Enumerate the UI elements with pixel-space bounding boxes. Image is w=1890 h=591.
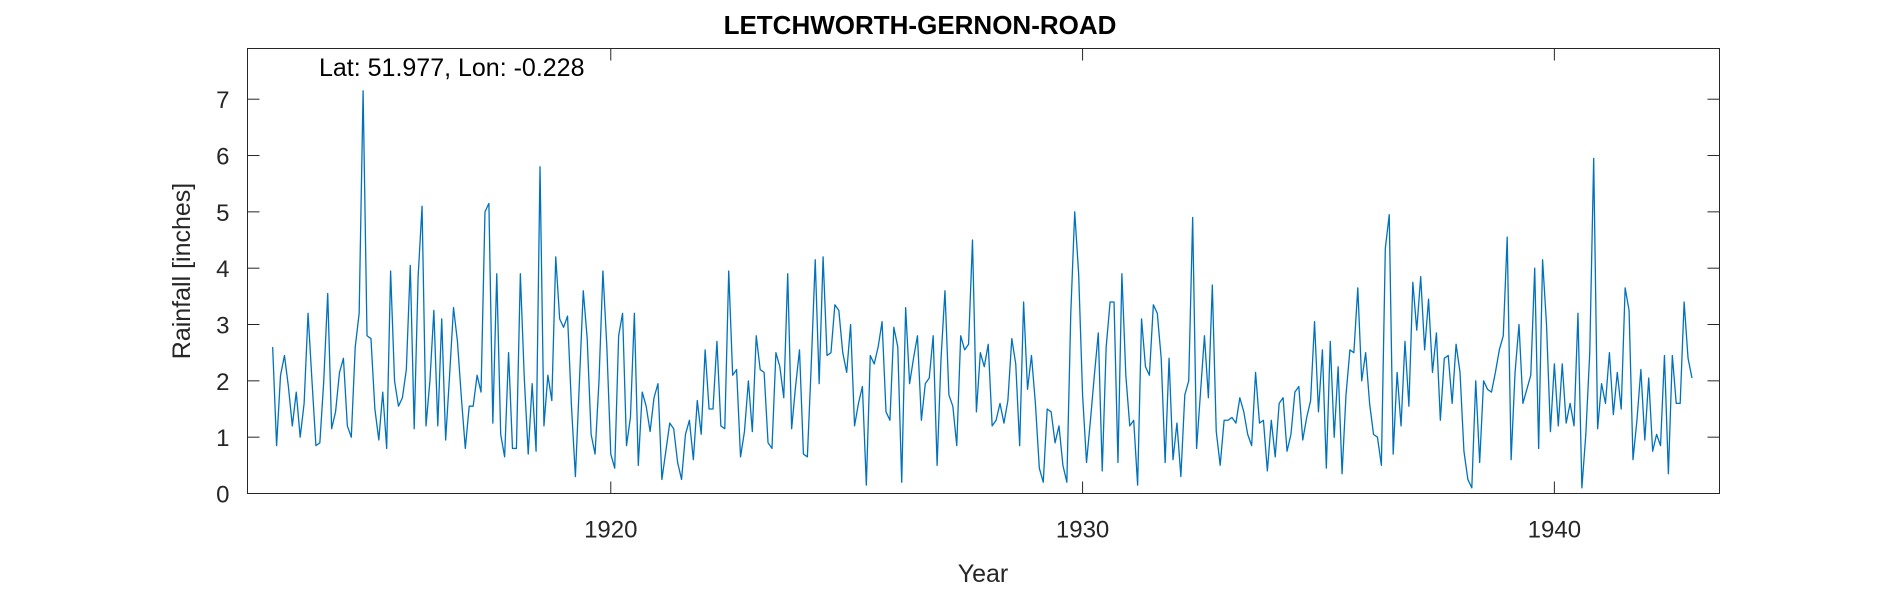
y-tick-label: 1 [216,425,229,452]
y-tick-label: 7 [216,87,229,114]
chart-title: LETCHWORTH-GERNON-ROAD [724,10,1117,40]
y-tick-label: 0 [216,482,229,509]
rainfall-series-line [272,90,1693,489]
y-tick-label: 4 [216,256,229,283]
y-tick-label: 2 [216,369,229,396]
y-tick-label: 5 [216,200,229,227]
x-tick-label: 1930 [1056,517,1109,544]
y-tick-label: 6 [216,144,229,171]
y-axis-ticks: 0 1 2 3 4 5 6 7 [216,87,1720,509]
x-axis-ticks: 1920 1930 1940 [584,48,1581,544]
x-tick-label: 1940 [1528,517,1581,544]
y-tick-label: 3 [216,313,229,340]
location-annotation: Lat: 51.977, Lon: -0.228 [319,54,585,82]
y-axis-label: Rainfall [inches] [168,183,196,359]
plot-frame [247,48,1720,494]
x-tick-label: 1920 [584,517,637,544]
x-axis-label: Year [958,560,1009,588]
